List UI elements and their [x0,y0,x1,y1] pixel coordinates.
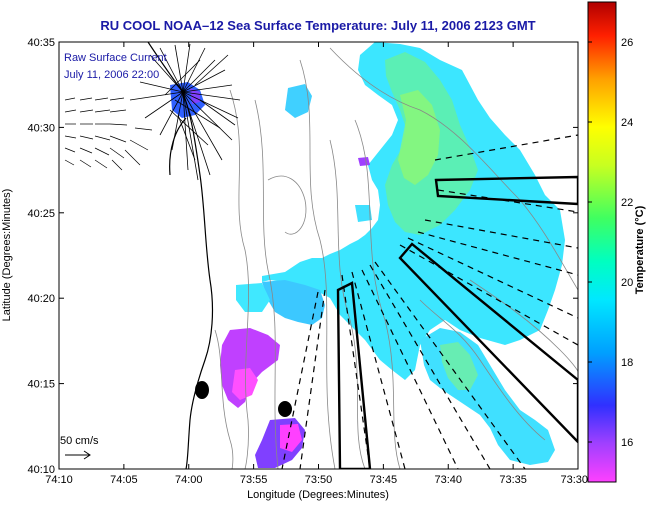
sst-patch-small-mid [358,157,370,166]
x-tick-label: 73:50 [305,474,333,486]
y-tick-label: 40:15 [27,379,55,391]
sst-patch-south-shore-magenta [280,424,302,452]
sst-patch-small-north [285,84,312,118]
colorbar-tick-label: 26 [621,37,633,49]
legend-line2: July 11, 2006 22:00 [64,69,159,81]
sample-boxes [336,175,578,469]
colorbar-tick-label: 16 [621,437,633,449]
colorbar [587,1,617,483]
x-tick-label: 74:10 [45,474,73,486]
legend-line1: Raw Surface Current [64,52,167,64]
sst-patch-west [262,280,325,325]
sst-patch-warm-core-2 [398,90,440,185]
scale-label: 50 cm/s [60,435,99,447]
y-tick-label: 40:10 [27,464,55,476]
vector-grid [64,97,153,171]
x-tick-label: 73:40 [434,474,462,486]
sst-patch-south-plume-green [440,342,478,390]
y-axis: 40:35 40:30 40:25 40:20 40:15 40:10 [27,37,578,476]
y-tick-label: 40:20 [27,293,55,305]
y-tick-label: 40:25 [27,208,55,220]
x-tick-label: 74:00 [175,474,203,486]
x-axis-label: Longitude (Degrees:Minutes) [247,489,389,501]
colorbar-tick-label: 22 [621,197,633,209]
surface-current-vectors [129,43,241,181]
x-tick-label: 73:45 [370,474,398,486]
plot-area [59,42,578,469]
sst-patch-small-west [355,205,372,222]
x-tick-label: 73:55 [240,474,268,486]
y-tick-label: 40:30 [27,122,55,134]
x-axis: 74:10 74:05 74:00 73:55 73:50 73:45 73:40 73:35… [45,42,588,486]
x-tick-label: 73:35 [499,474,527,486]
colorbar-ticks: 16 18 20 22 24 26 [588,37,633,449]
sst-patch-north-inlet-2 [190,88,200,104]
colorbar-tick-label: 24 [621,117,633,129]
colorbar-tick-label: 20 [621,277,633,289]
colorbar-label: Temperature (°C) [634,205,646,294]
y-axis-label: Latitude (Degrees:Minutes) [1,189,13,322]
x-tick-label: 73:30 [560,474,588,486]
radar-site-marker-2 [278,401,292,417]
colorbar-tick-label: 18 [621,357,633,369]
sst-patch-west-2 [236,283,270,312]
scale-arrow [65,450,91,460]
y-tick-label: 40:35 [27,37,55,49]
map-title: RU COOL NOAA–12 Sea Surface Temperature:… [100,18,535,33]
sst-patch-shore-magenta [232,368,258,400]
x-tick-label: 74:05 [110,474,138,486]
radar-site-marker-1 [195,381,209,399]
